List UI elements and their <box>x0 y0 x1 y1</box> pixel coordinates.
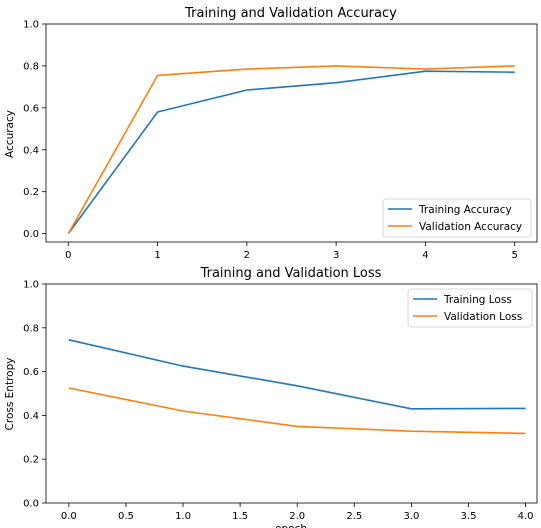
accuracy-legend-label-validation: Validation Accuracy <box>419 221 522 233</box>
loss-x-tick-label: 3.5 <box>461 511 477 522</box>
accuracy-y-tick-label: 0.6 <box>23 103 39 114</box>
loss-chart-title: Training and Validation Loss <box>200 266 382 281</box>
accuracy-x-tick-label: 3 <box>333 250 339 261</box>
loss-plot-frame <box>45 283 538 504</box>
accuracy-y-tick-label: 0.8 <box>23 61 39 72</box>
loss-x-tick-label: 2.5 <box>346 511 362 522</box>
accuracy-legend-label-training: Training Accuracy <box>418 204 512 216</box>
accuracy-plot-marks: 0 1 2 3 4 5 0.0 0.2 0.4 0.6 0.8 1.0 <box>23 20 518 262</box>
accuracy-plot-frame <box>45 23 538 243</box>
loss-plot-marks: 0.0 0.5 1.0 1.5 2.0 2.5 3.0 3.5 4.0 0.0 0.2 0.4 0.6 0… <box>23 280 533 523</box>
loss-x-tick-label: 1.0 <box>175 511 191 522</box>
accuracy-legend-box <box>382 198 532 238</box>
loss-legend-box <box>407 288 533 328</box>
loss-x-tick-label: 4.0 <box>518 511 534 522</box>
loss-y-axis-label: Cross Entropy <box>4 358 16 431</box>
accuracy-x-tick-label: 1 <box>154 250 160 261</box>
accuracy-x-tick-label: 0 <box>65 250 71 261</box>
accuracy-x-tick-label: 5 <box>511 250 517 261</box>
loss-legend-label-training: Training Loss <box>443 294 512 306</box>
loss-y-tick-label: 0.8 <box>23 323 39 334</box>
loss-y-tick-label: 0.4 <box>23 411 39 422</box>
loss-legend-label-validation: Validation Loss <box>444 311 522 323</box>
accuracy-x-tick-label: 4 <box>422 250 428 261</box>
loss-series-line-training <box>68 339 526 410</box>
loss-x-tick-label: 0.5 <box>118 511 134 522</box>
loss-x-axis-label: epoch <box>275 523 307 528</box>
accuracy-chart: Training and Validation Accuracy Accurac… <box>4 6 538 262</box>
accuracy-chart-title: Training and Validation Accuracy <box>184 6 397 21</box>
loss-x-tick-label: 3.0 <box>403 511 419 522</box>
loss-legend: Training Loss Validation Loss <box>407 288 533 328</box>
accuracy-series-line-training <box>67 70 515 235</box>
loss-x-tick-label: 2.0 <box>289 511 305 522</box>
loss-y-tick-label: 0.0 <box>23 499 39 510</box>
accuracy-y-tick-label: 1.0 <box>23 20 39 31</box>
accuracy-y-tick-label: 0.0 <box>23 229 39 240</box>
accuracy-legend: Training Accuracy Validation Accuracy <box>382 198 532 238</box>
loss-y-tick-label: 1.0 <box>23 280 39 291</box>
accuracy-y-axis-label: Accuracy <box>4 110 16 158</box>
accuracy-y-tick-label: 0.4 <box>23 145 39 156</box>
loss-x-tick-label: 0.0 <box>61 511 77 522</box>
loss-chart: Training and Validation Loss Cross Entro… <box>4 266 538 528</box>
accuracy-y-tick-label: 0.2 <box>23 187 39 198</box>
loss-series-line-validation <box>68 387 526 435</box>
loss-y-tick-label: 0.6 <box>23 367 39 378</box>
loss-x-tick-label: 1.5 <box>232 511 248 522</box>
accuracy-x-tick-label: 2 <box>244 250 250 261</box>
accuracy-series-line-validation <box>67 65 515 234</box>
loss-y-tick-label: 0.2 <box>23 455 39 466</box>
